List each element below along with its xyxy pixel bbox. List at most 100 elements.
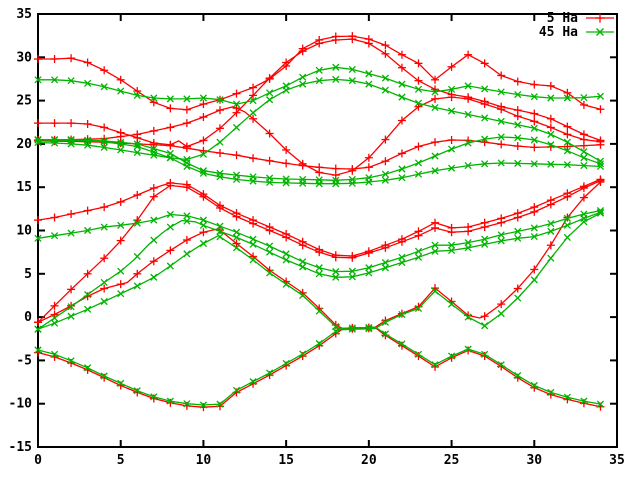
cross-marker-icon xyxy=(547,388,555,397)
cross-marker-icon xyxy=(497,310,505,318)
cross-marker-icon xyxy=(431,247,439,255)
cross-marker-icon xyxy=(530,124,538,132)
cross-marker-icon xyxy=(398,165,406,173)
cross-marker-icon xyxy=(266,269,274,277)
cross-marker-icon xyxy=(133,387,141,395)
cross-marker-icon xyxy=(547,141,555,149)
y-tick-label: 0 xyxy=(24,310,32,325)
cross-marker-icon xyxy=(530,232,538,241)
cross-marker-icon xyxy=(266,96,274,104)
cross-marker-icon xyxy=(183,212,191,220)
cross-marker-icon xyxy=(563,221,571,229)
cross-marker-icon xyxy=(563,233,571,242)
cross-marker-icon xyxy=(365,325,373,333)
cross-marker-icon xyxy=(166,397,174,405)
cross-marker-icon xyxy=(183,162,191,170)
cross-marker-icon xyxy=(299,291,307,300)
x-tick-label: 15 xyxy=(278,453,294,468)
cross-marker-icon xyxy=(315,339,323,348)
cross-marker-icon xyxy=(84,291,92,299)
cross-marker-icon xyxy=(50,319,59,327)
y-tick-label: -5 xyxy=(16,353,32,368)
cross-marker-icon xyxy=(464,313,472,321)
cross-marker-icon xyxy=(199,239,208,248)
cross-marker-icon xyxy=(464,161,472,170)
cross-marker-icon xyxy=(315,307,323,315)
cross-marker-icon xyxy=(199,150,208,158)
cross-marker-icon xyxy=(282,179,290,187)
cross-marker-icon xyxy=(34,325,42,333)
y-tick-label: 30 xyxy=(16,50,32,65)
cross-marker-icon xyxy=(464,82,472,90)
cross-marker-icon xyxy=(447,107,456,115)
cross-marker-icon xyxy=(232,100,241,108)
cross-marker-icon xyxy=(414,253,423,261)
cross-marker-icon xyxy=(315,264,323,272)
cross-marker-icon xyxy=(348,77,356,85)
cross-marker-icon xyxy=(547,227,555,235)
cross-marker-icon xyxy=(249,378,257,386)
cross-marker-icon xyxy=(381,176,389,184)
cross-marker-icon xyxy=(381,264,389,272)
cross-marker-icon xyxy=(150,216,158,224)
cross-marker-icon xyxy=(100,278,108,287)
cross-marker-icon xyxy=(365,80,373,88)
cross-marker-icon xyxy=(34,346,42,354)
cross-marker-icon xyxy=(547,219,555,228)
cross-marker-icon xyxy=(514,121,522,129)
cross-marker-icon xyxy=(431,103,439,112)
cross-marker-icon xyxy=(133,91,141,99)
cross-marker-icon xyxy=(365,269,373,277)
cross-marker-icon xyxy=(365,70,373,78)
cross-marker-icon xyxy=(530,224,538,232)
cross-marker-icon xyxy=(464,345,472,353)
cross-marker-icon xyxy=(596,209,605,217)
cross-marker-icon xyxy=(381,74,389,82)
cross-marker-icon xyxy=(100,223,108,231)
cross-marker-icon xyxy=(398,310,406,319)
cross-marker-icon xyxy=(447,85,456,93)
cross-marker-icon xyxy=(299,263,307,271)
y-tick-label: -10 xyxy=(9,397,33,412)
cross-marker-icon xyxy=(530,93,538,101)
cross-marker-icon xyxy=(216,227,224,235)
series-line-5Ha-band-7 xyxy=(37,181,601,330)
cross-marker-icon xyxy=(299,179,307,187)
cross-marker-icon xyxy=(216,138,224,146)
cross-marker-icon xyxy=(84,305,92,313)
cross-marker-icon xyxy=(398,253,406,261)
cross-marker-icon xyxy=(117,140,125,148)
cross-marker-icon xyxy=(332,273,340,281)
y-tick-label: 10 xyxy=(16,224,32,239)
cross-marker-icon xyxy=(249,240,257,248)
cross-marker-icon xyxy=(414,85,423,93)
cross-marker-icon xyxy=(497,237,505,245)
cross-marker-icon xyxy=(84,137,92,145)
cross-marker-icon xyxy=(50,232,59,240)
cross-marker-icon xyxy=(497,231,505,239)
y-tick-label: -15 xyxy=(9,440,32,455)
cross-marker-icon xyxy=(117,267,125,275)
cross-marker-icon xyxy=(481,85,489,93)
cross-marker-icon xyxy=(133,252,141,261)
cross-marker-icon xyxy=(266,242,274,250)
cross-marker-icon xyxy=(497,88,505,96)
cross-marker-icon xyxy=(381,318,389,326)
cross-marker-icon xyxy=(266,89,274,97)
y-tick-label: 15 xyxy=(16,180,32,195)
cross-marker-icon xyxy=(514,371,522,380)
cross-marker-icon xyxy=(34,76,42,84)
cross-marker-icon xyxy=(431,152,439,160)
cross-marker-icon xyxy=(50,76,59,84)
cross-marker-icon xyxy=(464,110,472,119)
cross-marker-icon xyxy=(447,145,456,153)
cross-marker-icon xyxy=(166,95,174,103)
cross-marker-icon xyxy=(348,179,356,187)
cross-marker-icon xyxy=(249,256,257,264)
y-tick-label: 25 xyxy=(16,94,32,109)
cross-marker-icon xyxy=(332,63,340,71)
cross-marker-icon xyxy=(133,148,141,157)
cross-marker-icon xyxy=(216,173,224,181)
cross-marker-icon xyxy=(414,350,423,358)
cross-marker-icon xyxy=(100,138,108,146)
